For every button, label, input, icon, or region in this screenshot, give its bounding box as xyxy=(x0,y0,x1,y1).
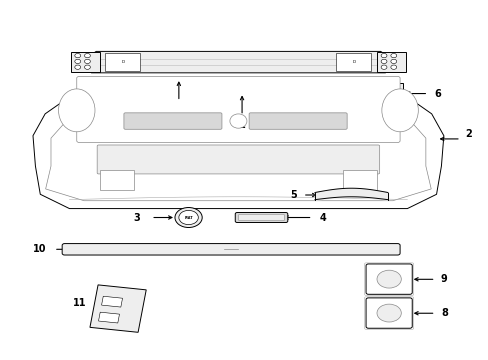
Text: 10: 10 xyxy=(33,244,46,254)
Circle shape xyxy=(391,89,395,92)
Text: 7: 7 xyxy=(164,120,171,130)
Text: 4: 4 xyxy=(319,212,326,222)
Text: D: D xyxy=(121,60,124,64)
FancyBboxPatch shape xyxy=(376,53,405,72)
Circle shape xyxy=(84,65,90,69)
Circle shape xyxy=(390,54,396,58)
Polygon shape xyxy=(90,285,146,332)
Text: FIAT: FIAT xyxy=(184,216,192,220)
FancyBboxPatch shape xyxy=(372,83,403,104)
Circle shape xyxy=(84,54,90,58)
Text: 5: 5 xyxy=(290,190,296,200)
Circle shape xyxy=(179,210,198,225)
Circle shape xyxy=(75,54,81,58)
Circle shape xyxy=(380,65,386,69)
FancyBboxPatch shape xyxy=(123,113,222,129)
Circle shape xyxy=(380,59,386,64)
FancyBboxPatch shape xyxy=(248,113,346,129)
FancyBboxPatch shape xyxy=(71,53,100,72)
Circle shape xyxy=(379,99,383,102)
Text: 8: 8 xyxy=(440,308,447,318)
Circle shape xyxy=(84,59,90,64)
Circle shape xyxy=(383,89,387,92)
Text: 9: 9 xyxy=(440,274,447,284)
Polygon shape xyxy=(86,51,389,73)
FancyBboxPatch shape xyxy=(336,53,371,71)
Circle shape xyxy=(390,59,396,64)
Circle shape xyxy=(75,65,81,69)
Circle shape xyxy=(387,99,391,102)
FancyBboxPatch shape xyxy=(100,170,133,190)
Text: 11: 11 xyxy=(73,298,86,308)
Polygon shape xyxy=(102,296,122,307)
FancyBboxPatch shape xyxy=(343,170,376,190)
Circle shape xyxy=(390,65,396,69)
FancyBboxPatch shape xyxy=(238,214,284,221)
FancyBboxPatch shape xyxy=(97,94,379,110)
Circle shape xyxy=(375,89,379,92)
Circle shape xyxy=(75,59,81,64)
Ellipse shape xyxy=(229,114,246,128)
FancyBboxPatch shape xyxy=(62,244,399,255)
Circle shape xyxy=(380,54,386,58)
Circle shape xyxy=(375,96,379,99)
Circle shape xyxy=(383,96,387,99)
Ellipse shape xyxy=(59,89,95,132)
FancyBboxPatch shape xyxy=(77,76,399,143)
FancyBboxPatch shape xyxy=(366,264,411,294)
FancyBboxPatch shape xyxy=(366,298,411,328)
FancyBboxPatch shape xyxy=(97,145,379,174)
Circle shape xyxy=(376,270,401,288)
Text: 6: 6 xyxy=(433,89,440,99)
Text: 1: 1 xyxy=(238,120,245,130)
Ellipse shape xyxy=(381,89,417,132)
Circle shape xyxy=(376,304,401,322)
FancyBboxPatch shape xyxy=(105,53,140,71)
Circle shape xyxy=(391,96,395,99)
FancyBboxPatch shape xyxy=(235,212,287,222)
Circle shape xyxy=(175,207,202,228)
Polygon shape xyxy=(33,87,443,208)
Text: D: D xyxy=(352,60,355,64)
Text: 2: 2 xyxy=(465,129,471,139)
Text: 3: 3 xyxy=(133,212,140,222)
Polygon shape xyxy=(98,312,119,323)
